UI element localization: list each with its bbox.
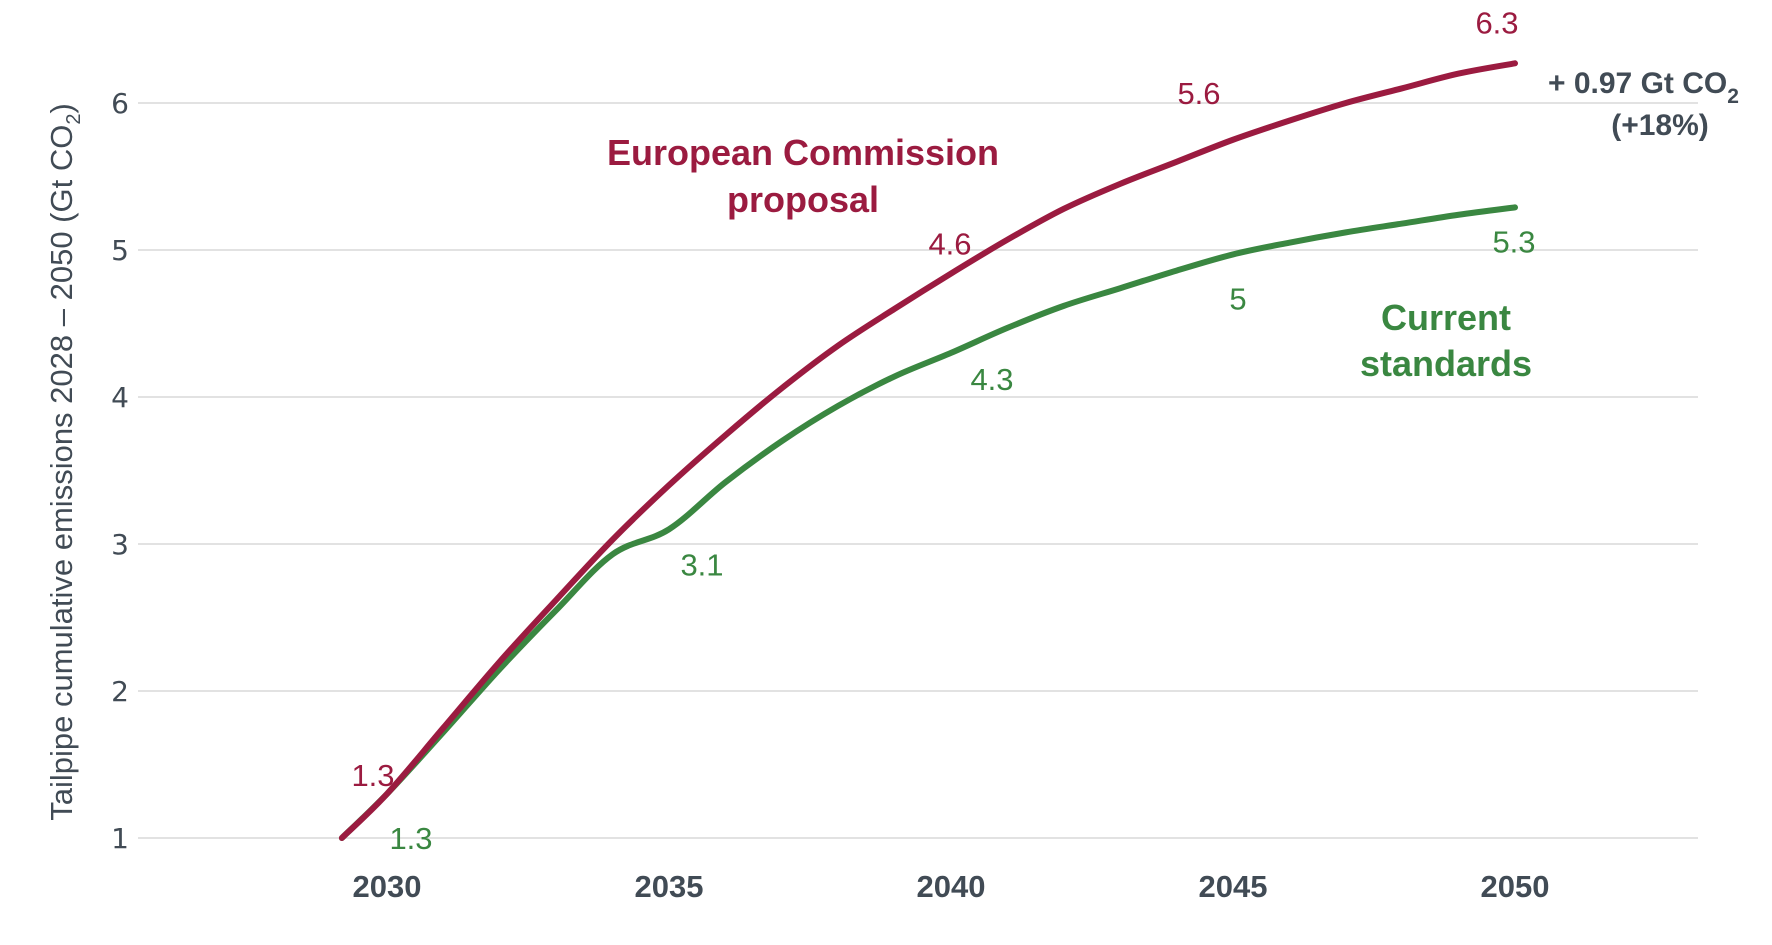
x-tick-label: 2030 xyxy=(353,869,422,904)
x-tick-label: 2040 xyxy=(917,869,986,904)
y-axis-title: Tailpipe cumulative emissions 2028 – 205… xyxy=(44,103,85,821)
data-label: 5.6 xyxy=(1177,76,1220,111)
series-label-line2: standards xyxy=(1360,343,1532,384)
y-tick-label: 3 xyxy=(111,528,129,561)
series-label-line1: European Commission xyxy=(607,132,999,173)
series-label-european-commission: European Commission proposal xyxy=(607,132,999,220)
annotation-line2: (+18%) xyxy=(1611,109,1709,142)
series-line-european-commission xyxy=(338,60,1518,841)
difference-annotation: + 0.97 Gt CO2 (+18%) xyxy=(1548,67,1739,142)
grid-lines xyxy=(138,102,1698,839)
x-tick-label: 2045 xyxy=(1199,869,1268,904)
series-lines xyxy=(338,60,1518,841)
data-label: 1.3 xyxy=(389,821,432,856)
series-label-line2: proposal xyxy=(727,179,879,220)
y-tick-label: 6 xyxy=(111,87,129,120)
y-tick-label: 1 xyxy=(111,822,129,855)
data-label: 1.3 xyxy=(351,758,394,793)
x-tick-label: 2035 xyxy=(635,869,704,904)
data-label: 4.3 xyxy=(970,362,1013,397)
data-label: 6.3 xyxy=(1475,5,1518,40)
series-label-line1: Current xyxy=(1381,297,1511,338)
series-line-current-standards xyxy=(338,204,1518,841)
series-label-current-standards: Current standards xyxy=(1360,297,1532,384)
data-label: 5 xyxy=(1229,281,1246,316)
y-tick-label: 2 xyxy=(111,675,129,708)
data-label: 3.1 xyxy=(680,547,723,582)
annotation-line1: + 0.97 Gt CO2 xyxy=(1548,67,1739,108)
y-tick-label: 5 xyxy=(111,234,129,267)
x-tick-label: 2050 xyxy=(1481,869,1550,904)
data-label: 5.3 xyxy=(1492,224,1535,259)
y-tick-label: 4 xyxy=(111,381,129,414)
y-axis-ticks: 1 2 3 4 5 6 xyxy=(111,87,129,855)
x-axis-ticks: 2030 2035 2040 2045 2050 xyxy=(353,869,1550,904)
data-label: 4.6 xyxy=(928,227,971,262)
data-labels: 1.3 4.6 5.6 6.3 1.3 3.1 4.3 5 5.3 xyxy=(351,5,1535,856)
